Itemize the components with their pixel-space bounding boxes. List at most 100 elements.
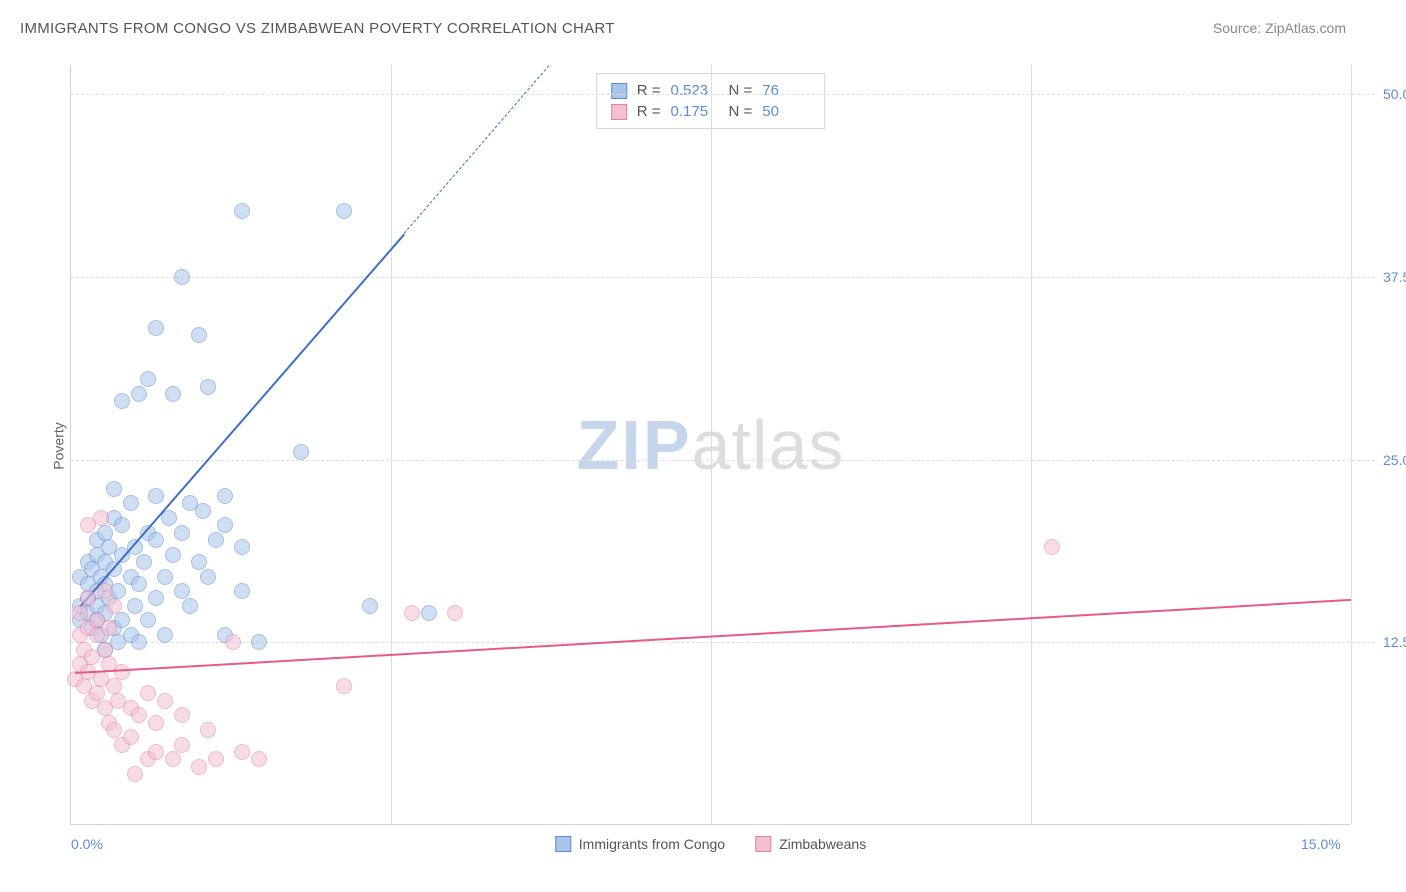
scatter-point: [174, 525, 190, 541]
scatter-point: [106, 722, 122, 738]
scatter-point: [106, 598, 122, 614]
ytick-label: 25.0%: [1375, 452, 1406, 468]
scatter-point: [148, 488, 164, 504]
scatter-point: [251, 634, 267, 650]
scatter-point: [114, 517, 130, 533]
scatter-point: [165, 547, 181, 563]
scatter-point: [157, 627, 173, 643]
watermark-zip: ZIP: [577, 406, 692, 484]
scatter-point: [404, 605, 420, 621]
scatter-point: [131, 386, 147, 402]
scatter-point: [97, 525, 113, 541]
ytick-label: 50.0%: [1375, 86, 1406, 102]
scatter-point: [114, 393, 130, 409]
ytick-label: 37.5%: [1375, 269, 1406, 285]
scatter-point: [182, 598, 198, 614]
stats-n-label: N =: [729, 103, 753, 120]
scatter-point: [131, 576, 147, 592]
scatter-point: [195, 503, 211, 519]
scatter-point: [217, 488, 233, 504]
scatter-point: [191, 554, 207, 570]
stats-n-value: 76: [762, 82, 810, 99]
trend-line: [403, 65, 549, 234]
scatter-point: [148, 715, 164, 731]
scatter-point: [97, 642, 113, 658]
scatter-point: [174, 269, 190, 285]
scatter-point: [447, 605, 463, 621]
scatter-point: [174, 583, 190, 599]
gridline-vertical: [1031, 65, 1032, 824]
scatter-point: [200, 379, 216, 395]
scatter-point: [165, 386, 181, 402]
scatter-point: [336, 203, 352, 219]
scatter-point: [191, 759, 207, 775]
scatter-point: [234, 744, 250, 760]
scatter-point: [93, 510, 109, 526]
scatter-point: [251, 751, 267, 767]
scatter-point: [101, 620, 117, 636]
scatter-point: [217, 517, 233, 533]
scatter-point: [123, 495, 139, 511]
scatter-point: [136, 554, 152, 570]
scatter-point: [174, 707, 190, 723]
scatter-point: [234, 539, 250, 555]
scatter-point: [140, 612, 156, 628]
source-text: Source: ZipAtlas.com: [1213, 20, 1346, 36]
gridline-horizontal: [71, 460, 1375, 461]
scatter-point: [148, 744, 164, 760]
scatter-point: [157, 693, 173, 709]
legend-swatch: [755, 836, 771, 852]
stats-n-label: N =: [729, 82, 753, 99]
scatter-point: [165, 751, 181, 767]
y-axis-label: Poverty: [51, 422, 67, 469]
gridline-horizontal: [71, 277, 1375, 278]
legend-swatch: [555, 836, 571, 852]
scatter-point: [157, 569, 173, 585]
bottom-legend: Immigrants from Congo Zimbabweans: [555, 836, 866, 852]
stats-n-value: 50: [762, 103, 810, 120]
stats-r-label: R =: [637, 103, 661, 120]
scatter-point: [131, 707, 147, 723]
scatter-point: [72, 605, 88, 621]
scatter-point: [127, 598, 143, 614]
legend-label: Zimbabweans: [779, 836, 866, 852]
scatter-point: [174, 737, 190, 753]
ytick-label: 12.5%: [1375, 634, 1406, 650]
scatter-point: [191, 327, 207, 343]
legend-item: Zimbabweans: [755, 836, 866, 852]
legend-label: Immigrants from Congo: [579, 836, 725, 852]
scatter-point: [293, 444, 309, 460]
scatter-point: [208, 751, 224, 767]
scatter-point: [362, 598, 378, 614]
scatter-point: [106, 481, 122, 497]
scatter-point: [140, 685, 156, 701]
scatter-point: [200, 569, 216, 585]
scatter-point: [131, 634, 147, 650]
xtick-label: 15.0%: [1301, 836, 1341, 852]
scatter-point: [148, 532, 164, 548]
scatter-point: [234, 203, 250, 219]
gridline-vertical: [391, 65, 392, 824]
scatter-point: [148, 590, 164, 606]
chart-title: IMMIGRANTS FROM CONGO VS ZIMBABWEAN POVE…: [20, 20, 615, 37]
scatter-point: [1044, 539, 1060, 555]
gridline-vertical: [711, 65, 712, 824]
watermark-atlas: atlas: [692, 406, 845, 484]
gridline-horizontal: [71, 94, 1375, 95]
scatter-point: [421, 605, 437, 621]
legend-swatch: [611, 83, 627, 99]
scatter-point: [89, 685, 105, 701]
legend-swatch: [611, 104, 627, 120]
legend-item: Immigrants from Congo: [555, 836, 725, 852]
scatter-point: [97, 583, 113, 599]
stats-r-label: R =: [637, 82, 661, 99]
plot-area: ZIPatlas R = 0.523N = 76R = 0.175N = 50 …: [70, 65, 1350, 825]
scatter-point: [148, 320, 164, 336]
scatter-point: [127, 766, 143, 782]
gridline-vertical: [1351, 65, 1352, 824]
scatter-point: [336, 678, 352, 694]
trend-line: [75, 598, 1351, 673]
scatter-point: [106, 678, 122, 694]
scatter-point: [200, 722, 216, 738]
scatter-point: [208, 532, 224, 548]
